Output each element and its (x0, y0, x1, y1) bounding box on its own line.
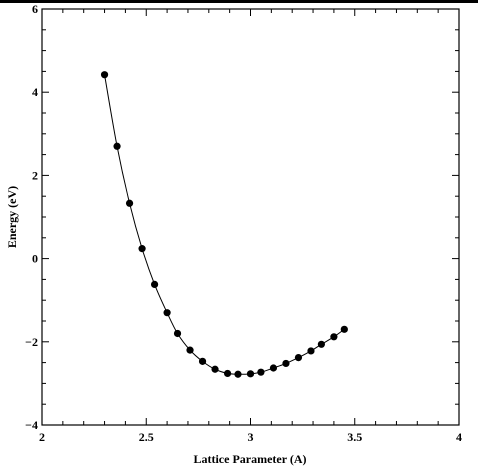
x-tick-label: 4 (456, 430, 462, 444)
data-point (330, 333, 338, 341)
data-point (100, 71, 109, 79)
data-point (257, 368, 265, 376)
points-layer (100, 71, 348, 378)
data-point (282, 359, 290, 368)
data-point (113, 142, 121, 150)
data-point (173, 329, 182, 338)
data-point (211, 365, 219, 373)
top-border-bar (0, 0, 478, 3)
data-point (150, 280, 159, 288)
data-point (198, 357, 207, 365)
data-point (138, 245, 146, 253)
y-tick-label: −4 (25, 418, 38, 432)
y-axis-title: Energy (eV) (5, 186, 19, 248)
data-point (340, 325, 348, 333)
data-point (294, 354, 303, 362)
data-point (307, 347, 315, 355)
y-tick-label: 2 (32, 168, 38, 182)
y-tick-label: 4 (32, 85, 38, 99)
x-axis-title: Lattice Parameter (A) (193, 452, 306, 466)
data-point (269, 364, 278, 372)
data-point (163, 309, 171, 317)
y-tick-label: −2 (25, 335, 38, 349)
x-tick-label: 3 (248, 430, 254, 444)
tick-labels-layer: 2 2.5 3 3.5 4 −4 −2 0 2 4 6 (25, 2, 462, 444)
data-point (234, 370, 242, 378)
data-point (246, 370, 255, 378)
x-tick-label: 2 (39, 430, 45, 444)
data-point (125, 199, 134, 207)
curve-layer (104, 74, 345, 375)
plot-frame (41, 8, 460, 426)
y-tick-label: 0 (32, 252, 38, 266)
data-point (317, 340, 325, 348)
data-point (186, 346, 194, 354)
x-tick-label: 2.5 (139, 430, 154, 444)
y-tick-label: 6 (32, 2, 38, 16)
series-line (104, 74, 345, 375)
x-tick-label: 3.5 (347, 430, 362, 444)
data-point (223, 369, 232, 378)
